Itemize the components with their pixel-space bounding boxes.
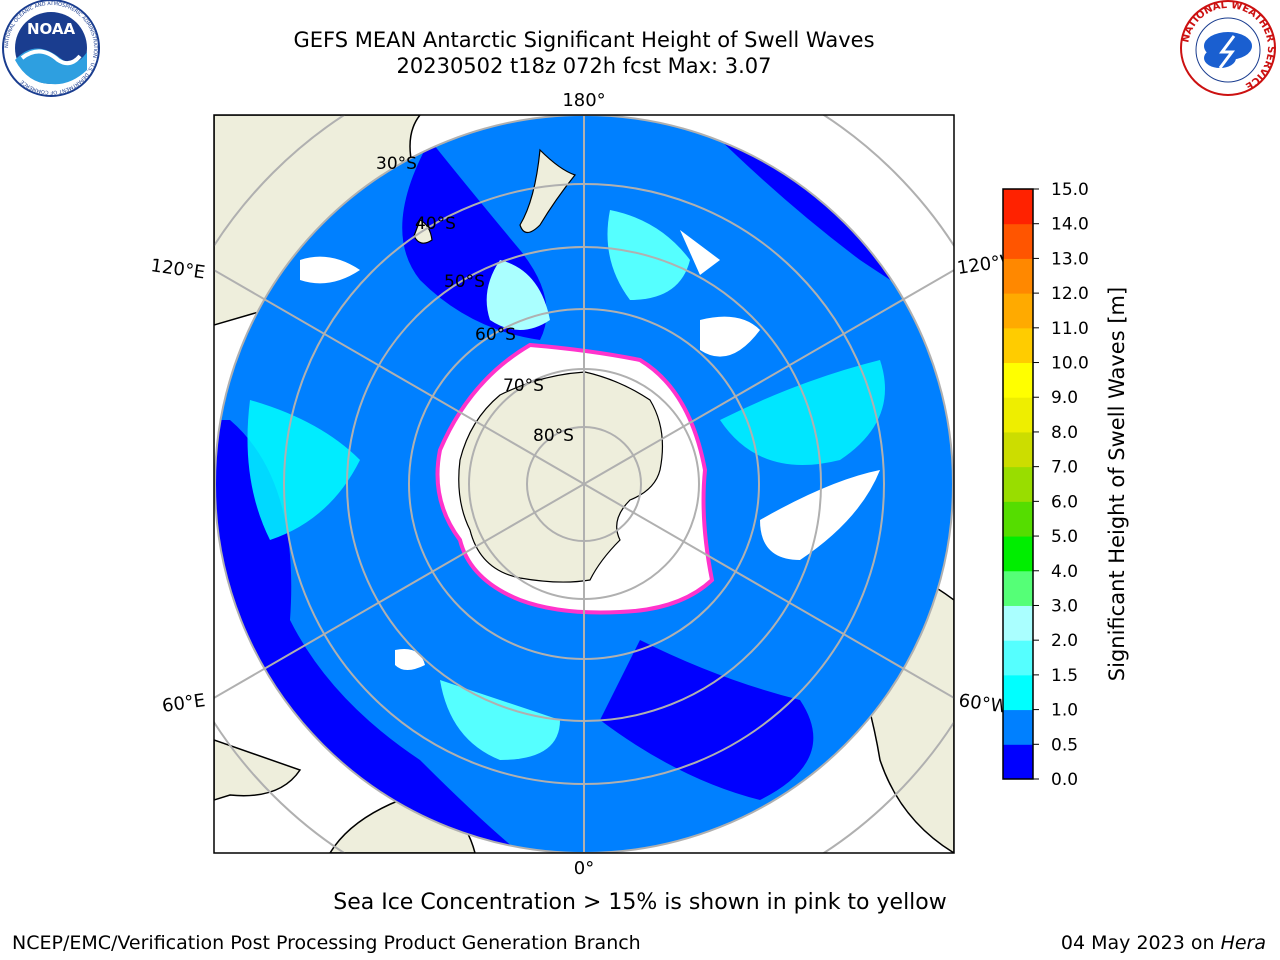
lon-label-60w: 60°W: [957, 690, 1009, 718]
colorbar-tick-label: 5.0: [1051, 527, 1078, 547]
colorbar-tick-label: 9.0: [1051, 388, 1078, 408]
footer-host: Hera: [1220, 932, 1266, 954]
colorbar-frame: [1002, 188, 1034, 780]
colorbar-segment: [1003, 605, 1033, 641]
lat-label-60s: 60°S: [475, 325, 516, 345]
colorbar-tick-label: 8.0: [1051, 423, 1078, 443]
colorbar-tick-label: 7.0: [1051, 458, 1078, 478]
colorbar-segment: [1003, 431, 1033, 468]
colorbar-segment: [1003, 189, 1033, 225]
colorbar-tick-label: 0.5: [1051, 735, 1078, 755]
nws-logo: NATIONAL WEATHER SERVICE: [1180, 0, 1276, 96]
footer-date-text: 04 May 2023 on: [1060, 932, 1221, 954]
colorbar-segment: [1003, 466, 1033, 502]
lon-label-120e: 120°E: [149, 255, 206, 283]
colorbar-tick-label: 13.0: [1051, 249, 1089, 269]
colorbar-tick-label: 1.5: [1051, 666, 1078, 686]
colorbar-segment: [1003, 293, 1033, 329]
colorbar-tick-label: 11.0: [1051, 319, 1089, 339]
noaa-logo: NOAA NATIONAL OCEANIC AND ATMOSPHERIC AD…: [2, 0, 100, 97]
map-frame: [213, 114, 955, 854]
footer-date: 04 May 2023 on Hera: [1061, 932, 1266, 954]
colorbar-segment: [1003, 674, 1033, 711]
noaa-logo-text: NOAA: [27, 20, 76, 38]
title-line-2: 20230502 t18z 072h fcst Max: 3.07: [396, 54, 772, 78]
lat-label-40s: 40°S: [415, 214, 456, 234]
colorbar-tick-label: 0.0: [1051, 770, 1078, 790]
colorbar-segment: [1003, 501, 1033, 537]
lon-label-180: 180°: [562, 90, 605, 111]
colorbar-tick-label: 2.0: [1051, 631, 1078, 651]
colorbar-tick-label: 14.0: [1051, 215, 1089, 235]
colorbar-segment: [1003, 536, 1033, 572]
caption: Sea Ice Concentration > 15% is shown in …: [333, 890, 947, 915]
colorbar-tick-label: 12.0: [1051, 284, 1089, 304]
colorbar-segment: [1003, 570, 1033, 606]
graticule: [214, 115, 954, 853]
colorbar: 0.0 0.5 1.0 1.5 2.0 3.0 4.0 5.0 6.0 7.0 8.0 9.0 10.0…: [1002, 180, 1089, 790]
footer-credit: NCEP/EMC/Verification Post Processing Pr…: [12, 932, 641, 954]
colorbar-tick-label: 4.0: [1051, 562, 1078, 582]
colorbar-segment: [1003, 744, 1033, 780]
new-zealand-land: [519, 148, 577, 234]
lat-label-30s: 30°S: [376, 154, 417, 174]
title-line-1: GEFS MEAN Antarctic Significant Height o…: [293, 28, 875, 52]
colorbar-tick-label: 1.0: [1051, 701, 1078, 721]
colorbar-segment: [1003, 640, 1033, 676]
colorbar-tick-label: 10.0: [1051, 354, 1089, 374]
lat-label-50s: 50°S: [444, 272, 485, 292]
lat-label-80s: 80°S: [533, 426, 574, 446]
colorbar-segment: [1003, 223, 1033, 259]
colorbar-label: Significant Height of Swell Waves [m]: [1105, 287, 1129, 681]
colorbar-segment: [1003, 327, 1033, 364]
colorbar-tick-label: 15.0: [1051, 180, 1089, 200]
lat-label-70s: 70°S: [503, 376, 544, 396]
colorbar-tick-label: 6.0: [1051, 492, 1078, 512]
colorbar-segment: [1003, 258, 1033, 294]
lon-label-0: 0°: [574, 858, 594, 879]
colorbar-segment: [1003, 362, 1033, 398]
colorbar-tick-label: 3.0: [1051, 596, 1078, 616]
colorbar-segment: [1003, 397, 1033, 433]
lon-label-60e: 60°E: [161, 690, 207, 717]
colorbar-segment: [1003, 709, 1033, 745]
